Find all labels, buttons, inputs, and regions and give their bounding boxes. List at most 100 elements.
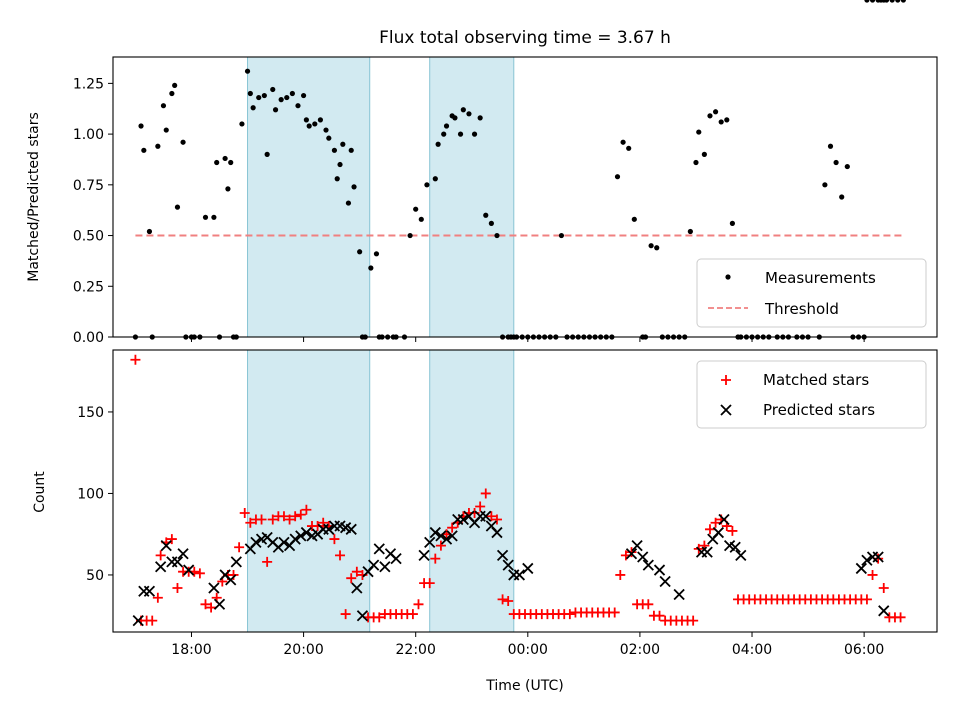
- matched-star-point: [407, 609, 418, 620]
- matched-star-point: [152, 592, 163, 603]
- matched-star-point: [256, 514, 267, 525]
- measurement-point: [712, 109, 719, 115]
- matched-star-point: [867, 569, 878, 580]
- matched-star-point: [861, 594, 872, 605]
- predicted-star-point: [424, 536, 436, 548]
- measurement-point: [895, 0, 901, 3]
- measurement-point: [306, 123, 312, 129]
- matched-star-point: [318, 517, 329, 528]
- measurement-point: [418, 216, 424, 222]
- ratio-y-tick-label: 0.25: [73, 279, 104, 295]
- count-legend: Matched stars Predicted stars: [696, 360, 927, 429]
- measurement-point: [141, 147, 147, 153]
- count-shaded-interval-0: [247, 349, 371, 633]
- predicted-star-point: [718, 513, 730, 526]
- measurement-point: [289, 90, 295, 97]
- measurement-point: [169, 90, 175, 97]
- measurement-point: [718, 119, 724, 125]
- legend-predicted-marker: [720, 404, 732, 416]
- measurement-point: [180, 139, 186, 145]
- x-tick-label: 18:00: [171, 642, 211, 658]
- predicted-star-point: [429, 526, 441, 539]
- matched-star-point: [435, 540, 446, 551]
- predicted-star-point: [138, 585, 150, 597]
- matched-star-point: [155, 550, 166, 561]
- matched-star-point: [654, 610, 665, 621]
- measurement-point: [864, 0, 870, 3]
- matched-star-point: [878, 582, 889, 593]
- matched-star-point: [262, 556, 273, 567]
- matched-star-point: [643, 599, 654, 610]
- measurement-point: [155, 143, 161, 149]
- measurement-point: [693, 159, 699, 166]
- measurement-point: [687, 228, 693, 235]
- measurement-point: [295, 103, 301, 109]
- matched-star-point: [447, 522, 458, 533]
- measurement-point: [345, 200, 352, 206]
- predicted-star-point: [171, 556, 184, 568]
- predicted-star-point: [878, 605, 890, 617]
- matched-star-point: [295, 509, 306, 520]
- measurement-point: [368, 265, 374, 271]
- measurement-point: [272, 107, 279, 113]
- measurement-point: [558, 232, 565, 239]
- legend-threshold-label: Threshold: [764, 300, 839, 318]
- measurement-point: [334, 176, 340, 182]
- matched-star-point: [278, 511, 289, 522]
- count-legend-frame: [696, 360, 927, 429]
- measurement-point: [247, 90, 253, 97]
- measurement-point: [477, 115, 483, 121]
- predicted-star-point: [712, 526, 725, 539]
- measurement-point: [654, 245, 660, 251]
- matched-star-point: [895, 612, 906, 623]
- matched-star-point: [147, 615, 158, 626]
- matched-star-point: [727, 525, 738, 536]
- predicted-star-point: [522, 562, 534, 575]
- x-tick-label: 20:00: [283, 642, 323, 658]
- legend-matched-label: Matched stars: [763, 371, 869, 389]
- predicted-star-point: [351, 582, 363, 594]
- predicted-star-point: [278, 536, 290, 548]
- matched-star-point: [206, 602, 217, 613]
- legend-measurements-label: Measurements: [765, 269, 876, 287]
- measurement-point: [373, 251, 380, 257]
- predicted-star-point: [155, 561, 167, 573]
- measurement-point: [326, 135, 332, 141]
- predicted-star-point: [132, 614, 144, 627]
- measurement-point: [228, 159, 234, 166]
- x-tick-label: 04:00: [732, 642, 772, 658]
- measurement-point: [317, 117, 324, 123]
- measurement-point: [626, 145, 632, 151]
- predicted-star-point: [855, 562, 867, 575]
- measurement-point: [883, 0, 890, 3]
- measurement-point: [900, 0, 906, 3]
- matched-star-point: [430, 553, 441, 564]
- predicted-star-point: [513, 569, 526, 581]
- predicted-star-point: [143, 585, 156, 597]
- legend-measurements-marker: [725, 274, 731, 280]
- matched-star-point: [290, 511, 301, 522]
- chart-title: Flux total observing time = 3.67 h: [379, 28, 671, 48]
- measurement-point: [443, 123, 450, 129]
- predicted-star-point: [457, 513, 469, 526]
- predicted-star-point: [435, 530, 447, 542]
- measurement-point: [337, 161, 343, 168]
- ratio-y-tick-label: 0.00: [73, 330, 104, 346]
- measurement-point: [214, 159, 220, 166]
- ratio-y-axis-label: Matched/Predicted stars: [26, 112, 42, 282]
- matched-star-point: [424, 578, 435, 589]
- predicted-star-point: [250, 536, 262, 548]
- measurement-point: [457, 131, 464, 137]
- measurement-point: [146, 228, 153, 235]
- predicted-star-point: [446, 530, 458, 542]
- measurement-point: [244, 68, 251, 74]
- measurement-point: [348, 147, 354, 153]
- measurement-point: [300, 92, 307, 99]
- matched-star-point: [486, 511, 497, 522]
- predicted-star-point: [418, 549, 430, 562]
- ratio-y-tick-label: 0.75: [73, 178, 104, 194]
- measurement-point: [172, 82, 178, 89]
- matched-star-point: [267, 514, 278, 525]
- measurement-point: [839, 194, 845, 200]
